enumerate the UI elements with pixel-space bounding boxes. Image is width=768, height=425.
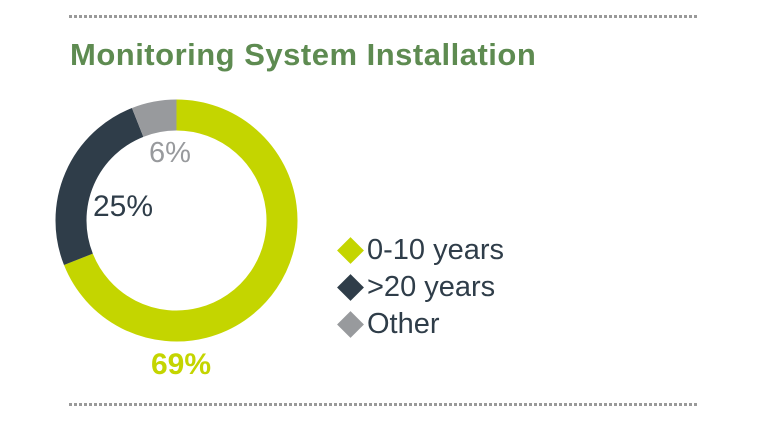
donut-chart — [55, 99, 298, 342]
diamond-marker-icon — [337, 311, 364, 338]
segment-value-label-0-10-years: 69% — [151, 348, 212, 381]
legend-item-over-20-years: >20 years — [337, 269, 504, 306]
segment-value-label-other: 6% — [149, 137, 191, 169]
diamond-marker-icon — [337, 237, 364, 264]
top-dotted-divider — [69, 15, 698, 18]
legend-label: >20 years — [367, 271, 496, 303]
chart-title: Monitoring System Installation — [70, 37, 537, 72]
bottom-dotted-divider — [69, 403, 698, 406]
chart-legend: 0-10 years >20 years Other — [337, 232, 504, 343]
donut-segment-1 — [55, 108, 144, 266]
legend-item-other: Other — [337, 306, 504, 343]
donut-chart-area — [55, 99, 298, 342]
legend-label: 0-10 years — [367, 234, 505, 266]
donut-segment-0 — [64, 99, 298, 342]
diamond-marker-icon — [337, 274, 364, 301]
legend-label: Other — [367, 308, 440, 340]
donut-segment-2 — [131, 99, 178, 138]
segment-value-label-over-20-years: 25% — [93, 190, 154, 223]
legend-item-0-10-years: 0-10 years — [337, 232, 504, 269]
